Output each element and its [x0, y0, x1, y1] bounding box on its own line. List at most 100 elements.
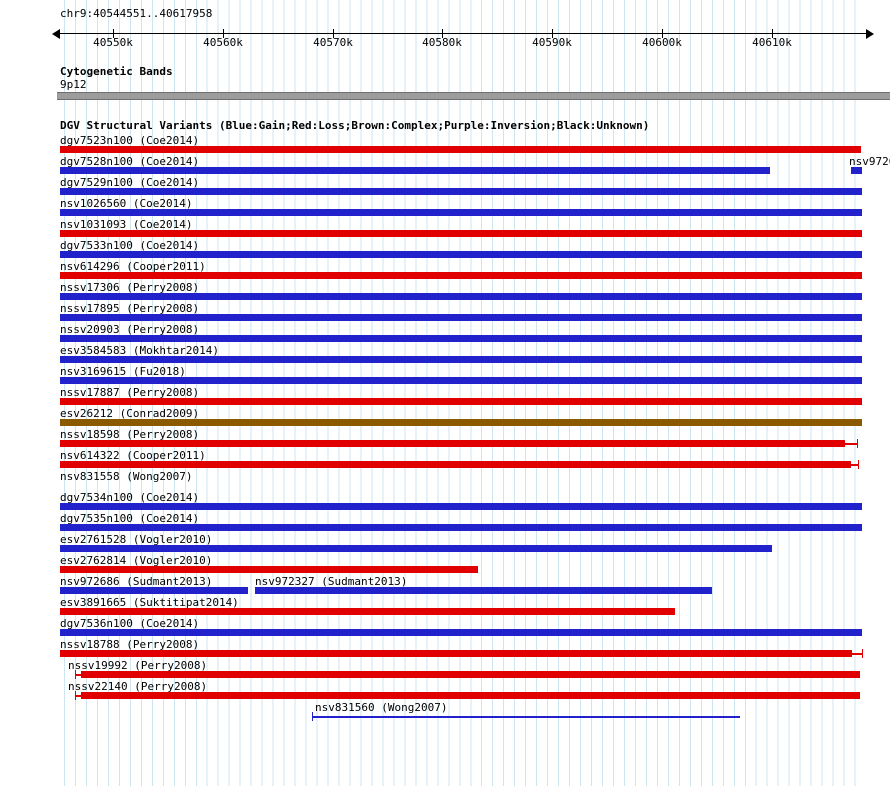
variant-bar[interactable]: [60, 524, 862, 531]
variant-label[interactable]: nssv17887 (Perry2008): [60, 386, 200, 399]
variant-row: esv2761528 (Vogler2010): [0, 533, 890, 556]
variant-bar[interactable]: [60, 335, 862, 342]
variant-label[interactable]: nssv18598 (Perry2008): [60, 428, 200, 441]
variant-row: nssv17887 (Perry2008): [0, 386, 890, 409]
left-arrow-icon[interactable]: [52, 29, 60, 39]
variant-bar[interactable]: [60, 251, 862, 258]
variant-bar[interactable]: [255, 587, 712, 594]
variant-label[interactable]: esv26212 (Conrad2009): [60, 407, 200, 420]
variant-row: dgv7529n100 (Coe2014): [0, 176, 890, 199]
ruler-tick-label: 40560k: [203, 36, 243, 49]
variant-label[interactable]: esv2761528 (Vogler2010): [60, 533, 213, 546]
variant-row: dgv7536n100 (Coe2014): [0, 617, 890, 640]
variant-bar[interactable]: [60, 377, 862, 384]
variant-bar[interactable]: [60, 146, 861, 153]
variant-label[interactable]: nssv17895 (Perry2008): [60, 302, 200, 315]
variant-label[interactable]: nsv614296 (Cooper2011): [60, 260, 206, 273]
variant-label[interactable]: nssv22140 (Perry2008): [68, 680, 208, 693]
position-label: chr9:40544551..40617958: [60, 7, 213, 20]
variant-bar[interactable]: [60, 272, 862, 279]
variant-label[interactable]: esv3891665 (Suktitipat2014): [60, 596, 239, 609]
variant-label[interactable]: esv2762814 (Vogler2010): [60, 554, 213, 567]
variant-label[interactable]: dgv7534n100 (Coe2014): [60, 491, 200, 504]
variant-tick: [858, 460, 859, 469]
variant-bar[interactable]: [851, 167, 862, 174]
variant-row: dgv7534n100 (Coe2014): [0, 491, 890, 514]
variant-label[interactable]: esv3584583 (Mokhtar2014): [60, 344, 219, 357]
variant-bar[interactable]: [60, 188, 862, 195]
ruler-axis-line: [60, 33, 866, 34]
variant-label[interactable]: nssv18788 (Perry2008): [60, 638, 200, 651]
variant-row: nssv17306 (Perry2008): [0, 281, 890, 304]
ruler-tick: [772, 29, 773, 38]
variant-label[interactable]: dgv7529n100 (Coe2014): [60, 176, 200, 189]
cytogenetic-band-bar[interactable]: [57, 92, 890, 100]
variant-row: nsv1026560 (Coe2014): [0, 197, 890, 220]
variant-label[interactable]: nsv614322 (Cooper2011): [60, 449, 206, 462]
variant-label[interactable]: dgv7528n100 (Coe2014): [60, 155, 200, 168]
variant-bar[interactable]: [60, 587, 248, 594]
variant-row: nssv17895 (Perry2008): [0, 302, 890, 325]
variant-label[interactable]: nsv831558 (Wong2007): [60, 470, 193, 483]
variant-bar[interactable]: [81, 671, 860, 678]
variant-label[interactable]: nsv9726: [849, 155, 890, 168]
variant-bar[interactable]: [60, 398, 862, 405]
variant-bar[interactable]: [60, 461, 851, 468]
variant-bar[interactable]: [60, 608, 675, 615]
variant-bar[interactable]: [60, 566, 478, 573]
variant-label[interactable]: dgv7533n100 (Coe2014): [60, 239, 200, 252]
variant-row: dgv7533n100 (Coe2014): [0, 239, 890, 262]
variant-bar[interactable]: [60, 419, 862, 426]
variant-row: nsv1031093 (Coe2014): [0, 218, 890, 241]
variant-bar[interactable]: [60, 650, 852, 657]
variant-label[interactable]: nssv17306 (Perry2008): [60, 281, 200, 294]
variant-bar[interactable]: [60, 167, 770, 174]
variant-row: dgv7535n100 (Coe2014): [0, 512, 890, 535]
variant-bar[interactable]: [60, 209, 862, 216]
variant-label[interactable]: dgv7523n100 (Coe2014): [60, 134, 200, 147]
variant-label[interactable]: nssv19992 (Perry2008): [68, 659, 208, 672]
variant-label[interactable]: nsv831560 (Wong2007): [315, 701, 448, 714]
variant-label[interactable]: dgv7535n100 (Coe2014): [60, 512, 200, 525]
variant-row: nsv3169615 (Fu2018): [0, 365, 890, 388]
variant-line: [851, 464, 858, 466]
variant-label[interactable]: nsv1031093 (Coe2014): [60, 218, 193, 231]
variant-bar[interactable]: [60, 314, 862, 321]
right-arrow-icon[interactable]: [866, 29, 874, 39]
variant-label[interactable]: nsv972686 (Sudmant2013): [60, 575, 213, 588]
variant-label[interactable]: nssv20903 (Perry2008): [60, 323, 200, 336]
dgv-track-title: DGV Structural Variants (Blue:Gain;Red:L…: [60, 119, 650, 132]
ruler-tick-label: 40610k: [752, 36, 792, 49]
variant-label[interactable]: nsv972327 (Sudmant2013): [255, 575, 408, 588]
variant-row: dgv7528n100 (Coe2014) nsv9726: [0, 155, 890, 178]
variant-bar[interactable]: [60, 230, 862, 237]
variant-line: [852, 653, 862, 655]
variant-label[interactable]: nsv3169615 (Fu2018): [60, 365, 186, 378]
variant-row: nssv22140 (Perry2008): [0, 680, 890, 703]
variant-row: esv3584583 (Mokhtar2014): [0, 344, 890, 367]
variant-line: [312, 716, 740, 718]
variant-row: nsv831560 (Wong2007): [0, 701, 890, 724]
variant-bar[interactable]: [81, 692, 860, 699]
variant-line: [75, 674, 81, 676]
ruler-tick-label: 40600k: [642, 36, 682, 49]
ruler-tick-label: 40550k: [93, 36, 133, 49]
variant-bar[interactable]: [60, 545, 772, 552]
variant-bar[interactable]: [60, 440, 845, 447]
ruler-tick: [333, 29, 334, 38]
variant-row: dgv7523n100 (Coe2014): [0, 134, 890, 157]
variant-bar[interactable]: [60, 503, 862, 510]
variant-bar[interactable]: [60, 356, 862, 363]
variant-bar[interactable]: [60, 293, 862, 300]
ruler-tick: [552, 29, 553, 38]
ruler: 40550k 40560k 40570k 40580k 40590k 40600k 4061…: [0, 0, 890, 50]
variant-row: esv3891665 (Suktitipat2014): [0, 596, 890, 619]
variant-bar[interactable]: [60, 629, 862, 636]
ruler-tick: [662, 29, 663, 38]
cytogenetic-band-label: 9p12: [60, 78, 87, 91]
variant-row: esv2762814 (Vogler2010): [0, 554, 890, 577]
variant-label[interactable]: dgv7536n100 (Coe2014): [60, 617, 200, 630]
variant-row: nssv18788 (Perry2008): [0, 638, 890, 661]
variant-label[interactable]: nsv1026560 (Coe2014): [60, 197, 193, 210]
